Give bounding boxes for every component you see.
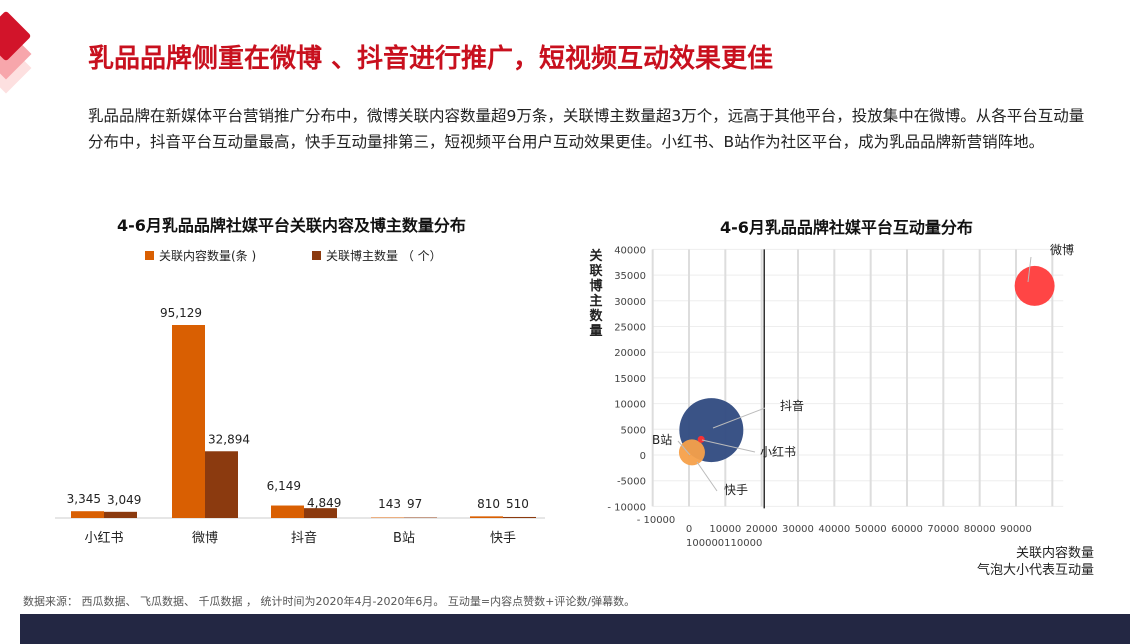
y-tick-label: 40000 (614, 245, 646, 256)
y-tick-label: 10000 (614, 400, 646, 411)
bar (371, 517, 404, 518)
x-tick-label: 快手 (490, 531, 516, 546)
x-tick-label: - 10000 (637, 515, 676, 526)
bubble-label: 微博 (1050, 242, 1074, 257)
data-label: 6,149 (267, 479, 301, 493)
y-axis-title: 博 (589, 278, 602, 294)
bubble-label: 小红书 (760, 444, 796, 459)
bubble-label: B站 (652, 433, 672, 447)
data-source: 数据来源： 西瓜数据、 飞瓜数据、 千瓜数据 ， 统计时间为2020年4月-20… (23, 595, 636, 608)
bar (205, 451, 238, 518)
leader-line (712, 407, 766, 429)
y-axis-title: 主 (589, 293, 602, 309)
y-axis-title: 数 (589, 308, 603, 324)
y-tick-label: 20000 (614, 348, 646, 359)
bar (271, 505, 304, 518)
x-tick-label: B站 (393, 531, 415, 546)
x-tick-label: 100000110000 (686, 538, 762, 549)
legend-item: 关联内容数量(条 ) (145, 247, 256, 264)
x-tick-label: 小红书 (84, 530, 123, 546)
x-tick-label: 0 (686, 524, 692, 535)
bar (404, 517, 437, 518)
x-tick-label: 20000 (746, 524, 778, 535)
bar-chart-title: 4-6月乳品品牌社媒平台关联内容及博主数量分布 (117, 216, 466, 235)
data-label: 32,894 (208, 432, 250, 446)
data-label: 143 (378, 497, 401, 511)
footer-bar (20, 614, 1130, 644)
leader-line (1027, 256, 1032, 283)
bar (172, 325, 205, 518)
bubble (678, 439, 705, 466)
y-tick-label: 25000 (614, 323, 646, 334)
x-tick-label: 微博 (192, 531, 218, 546)
y-tick-label: 5000 (621, 425, 646, 436)
y-tick-label: 30000 (614, 297, 646, 308)
legend-item: 关联博主数量 （ 个） (312, 247, 442, 264)
y-tick-label: 15000 (614, 374, 646, 385)
leader-line (701, 439, 756, 453)
x-tick-label: 抖音 (291, 530, 317, 546)
logo-icon (0, 11, 32, 94)
y-tick-label: -5000 (617, 477, 646, 488)
x-tick-label: 90000 (1000, 524, 1032, 535)
data-label: 810 (477, 497, 500, 511)
bubble-chart: 4000035000300002500020000150001000050000… (589, 242, 1094, 578)
data-label: 3,049 (107, 493, 141, 507)
leader-line (677, 440, 691, 456)
data-label: 95,129 (160, 306, 202, 320)
x-tick-label: 40000 (818, 524, 850, 535)
bubble-label: 抖音 (780, 398, 804, 413)
description: 乳品品牌在新媒体平台营销推广分布中，微博关联内容数量超9万条，关联博主数量超3万… (88, 107, 1085, 151)
x-axis-title: 关联内容数量 (1016, 545, 1094, 561)
bubble (697, 435, 705, 443)
bubble-chart-title: 4-6月乳品品牌社媒平台互动量分布 (720, 218, 973, 237)
legend-label: 关联内容数量(条 ) (159, 249, 257, 263)
bar (71, 511, 104, 518)
page-title: 乳品品牌侧重在微博 、抖音进行推广，短视频互动效果更佳 (88, 44, 774, 74)
x-axis-subtitle: 气泡大小代表互动量 (977, 562, 1094, 578)
x-tick-label: 10000 (709, 524, 741, 535)
x-tick-label: 70000 (927, 524, 959, 535)
y-axis-title: 关 (589, 248, 602, 264)
x-tick-label: 30000 (782, 524, 814, 535)
y-tick-label: - 10000 (607, 502, 646, 513)
y-tick-label: 35000 (614, 271, 646, 282)
x-tick-label: 60000 (891, 524, 923, 535)
y-axis-title: 量 (589, 324, 602, 339)
x-tick-label: 80000 (964, 524, 996, 535)
x-tick-label: 50000 (855, 524, 887, 535)
data-label: 97 (407, 497, 422, 511)
bubble (1014, 265, 1055, 306)
bar (470, 516, 503, 518)
bar (104, 511, 137, 518)
bar (304, 508, 337, 518)
y-tick-label: 0 (640, 451, 646, 462)
bubble-label: 快手 (724, 483, 748, 497)
bar (503, 516, 536, 518)
leader-line (696, 461, 718, 492)
y-axis-title: 联 (589, 264, 602, 279)
data-label: 3,345 (67, 492, 101, 506)
bar-chart: 3,345 3,049 小红书 95,129 32,894 微博 6,149 4,849 抖音 1… (55, 306, 545, 546)
data-label: 510 (506, 497, 529, 511)
data-label: 4,849 (307, 496, 341, 510)
legend-label: 关联博主数量 （ 个） (326, 249, 442, 263)
